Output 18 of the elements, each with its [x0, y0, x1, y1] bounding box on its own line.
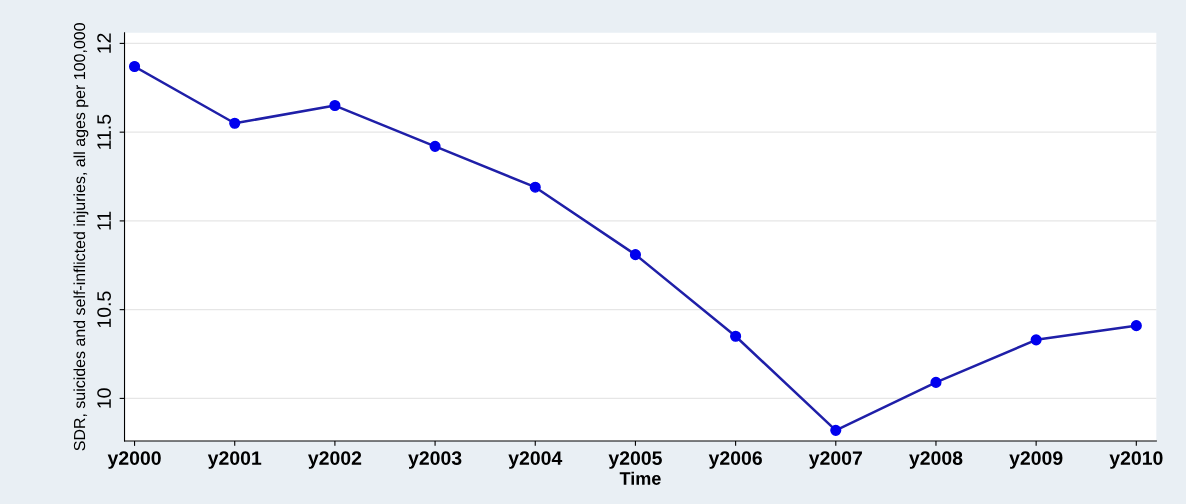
x-tick-label: y2001: [207, 451, 262, 469]
y-axis-title: SDR, suicides and self-inflicted injuries, all ages per 100,000: [73, 23, 89, 451]
y-tick-label: 11: [97, 211, 111, 230]
x-tick-label: y2002: [308, 451, 362, 469]
y-tick-label: 10.5: [97, 291, 111, 328]
x-tick-label: y2004: [508, 451, 563, 469]
x-tick-label: y2000: [107, 451, 161, 469]
x-tick-label: y2007: [808, 451, 862, 469]
x-tick-label: y2010: [1109, 451, 1163, 469]
x-tick-label: y2006: [708, 451, 762, 469]
x-tick-label: y2008: [909, 451, 963, 469]
y-tick-label: 11.5: [97, 114, 111, 149]
y-tick-label: 12: [97, 33, 111, 53]
x-tick-label: y2009: [1009, 451, 1063, 469]
x-tick-label: y2005: [608, 451, 662, 469]
x-axis-title: Time: [619, 471, 661, 485]
x-tick-label: y2003: [408, 451, 462, 469]
y-tick-label: 10: [97, 388, 111, 408]
